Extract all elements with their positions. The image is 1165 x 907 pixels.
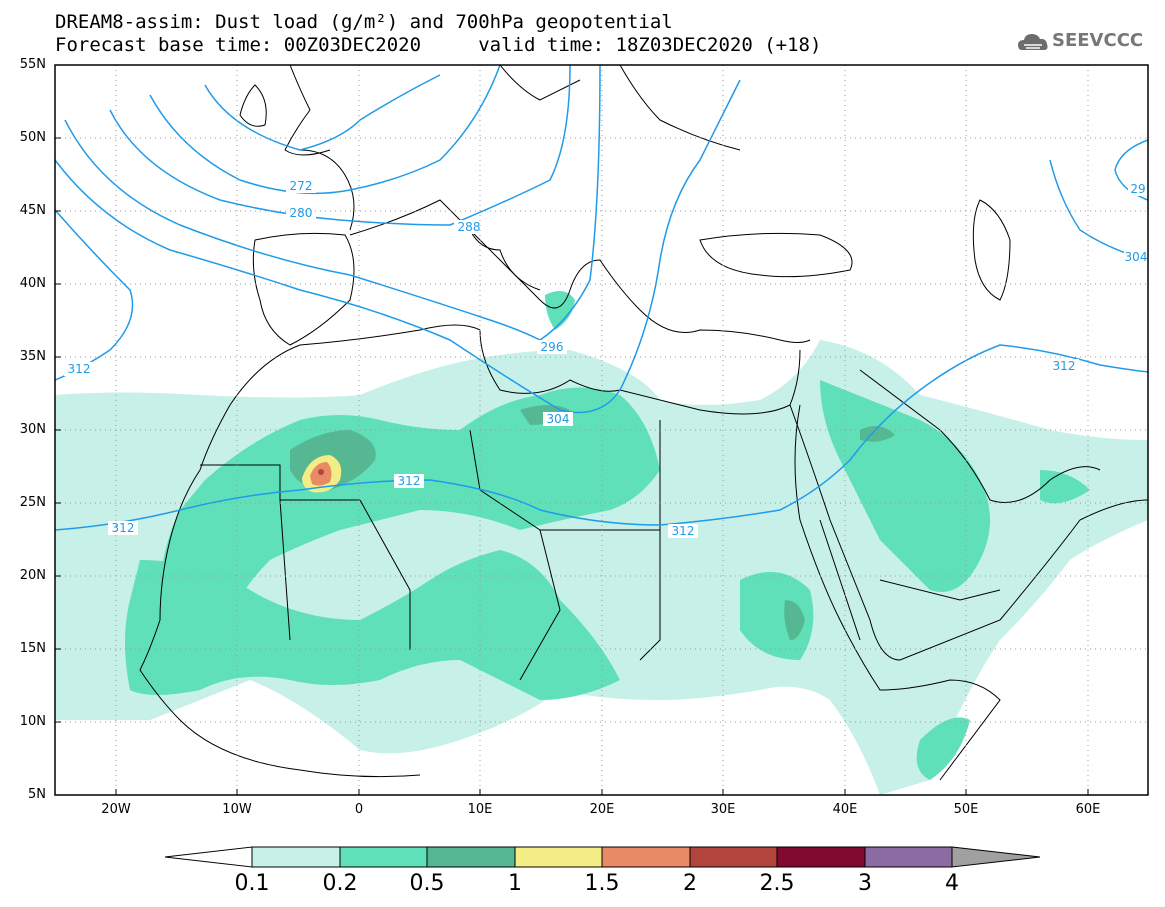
lon-label-20e: 20E	[589, 802, 615, 817]
contour-label-288: 288	[458, 220, 481, 234]
colorbar-low-arrow	[164, 846, 253, 868]
cloud-logo-icon	[1018, 34, 1048, 50]
contour-label-304: 304	[547, 412, 570, 426]
colorbar-bin-2-5	[776, 846, 866, 868]
contour-label-312-d: 312	[672, 524, 695, 538]
legend-label-1: 1	[508, 871, 522, 896]
contour-label-272: 272	[290, 179, 313, 193]
colorbar-bin-2	[689, 846, 778, 868]
lat-label-20n: 20N	[19, 568, 46, 583]
colorbar-bin-3	[864, 846, 953, 868]
lat-label-10n: 10N	[19, 714, 46, 729]
colorbar-bin-0-2	[339, 846, 428, 868]
contour-label-29: 29	[1130, 182, 1145, 196]
lon-label-10w: 10W	[222, 802, 252, 817]
lon-label-40e: 40E	[832, 802, 858, 817]
legend-label-2: 2	[683, 871, 697, 896]
lat-label-15n: 15N	[19, 641, 46, 656]
axis-ticks	[55, 64, 1089, 796]
contour-label-312-a: 312	[68, 362, 91, 376]
legend-label-0-5: 0.5	[409, 871, 445, 896]
colorbar-bin-1-5	[601, 846, 691, 868]
coastlines	[139, 65, 1148, 781]
legend-label-0-2: 0.2	[322, 871, 358, 896]
contour-label-312-e: 312	[1053, 359, 1076, 373]
colorbar-bin-0-1	[251, 846, 341, 868]
legend-label-0-1: 0.1	[234, 871, 270, 896]
contour-label-304-east: 304	[1125, 250, 1148, 264]
lon-label-20w: 20W	[101, 802, 131, 817]
lon-label-10e: 10E	[467, 802, 493, 817]
map-subtitle: Forecast base time: 00Z03DEC2020 valid t…	[55, 34, 822, 56]
colorbar	[164, 846, 1041, 868]
lat-label-50n: 50N	[19, 130, 46, 145]
map-grid	[55, 65, 1148, 795]
colorbar-high-arrow	[951, 846, 1041, 868]
lat-label-35n: 35N	[19, 349, 46, 364]
legend-label-3: 3	[858, 871, 872, 896]
lat-label-55n: 55N	[19, 57, 46, 72]
colorbar-bin-1	[514, 846, 603, 868]
logo-text: SEEVCCC	[1052, 30, 1144, 51]
contour-label-312-b: 312	[398, 474, 421, 488]
legend-label-4: 4	[945, 871, 959, 896]
lon-label-60e: 60E	[1075, 802, 1101, 817]
contour-label-280: 280	[290, 206, 313, 220]
dust-shading	[55, 291, 1148, 795]
lat-label-5n: 5N	[28, 787, 46, 802]
contour-labels: 272 280 288 296 304 312 312 312 312 312 …	[64, 179, 1148, 538]
lat-label-30n: 30N	[19, 422, 46, 437]
lon-label-50e: 50E	[953, 802, 979, 817]
contour-label-296: 296	[541, 340, 564, 354]
contour-label-312-c: 312	[112, 521, 135, 535]
legend-label-2-5: 2.5	[759, 871, 795, 896]
lat-label-25n: 25N	[19, 495, 46, 510]
lon-label-0: 0	[354, 802, 364, 817]
lat-label-40n: 40N	[19, 276, 46, 291]
legend-label-1-5: 1.5	[584, 871, 620, 896]
lon-label-30e: 30E	[710, 802, 736, 817]
colorbar-bin-0-5	[426, 846, 516, 868]
map-title: DREAM8-assim: Dust load (g/m²) and 700hP…	[55, 11, 673, 33]
lat-label-45n: 45N	[19, 203, 46, 218]
